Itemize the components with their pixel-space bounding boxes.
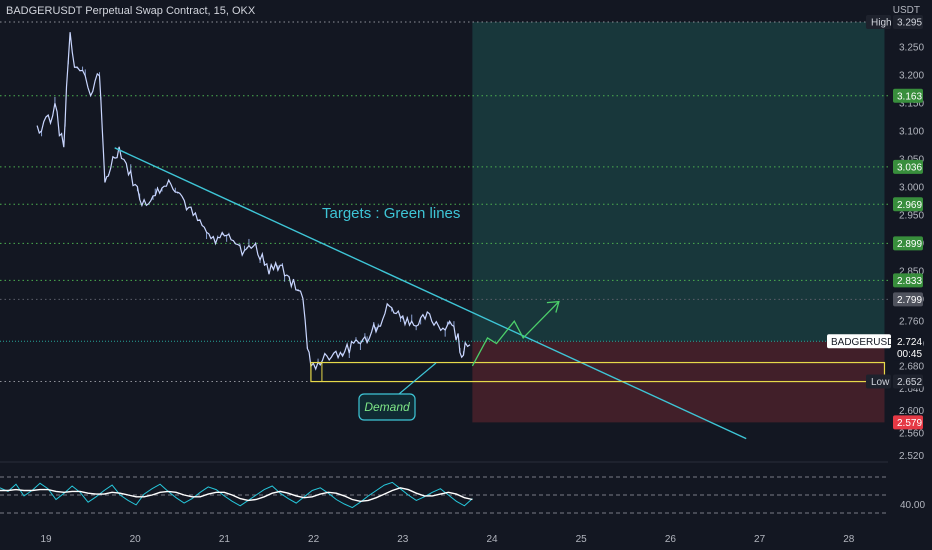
low-price-tag-text: 2.652 [897, 377, 922, 388]
target-price-tag-text: 3.036 [897, 162, 922, 173]
time-tick-label: 19 [40, 534, 52, 545]
drawings: Demand Targets : Green lines [114, 147, 886, 440]
reference-price-tag-text: 2.799 [897, 295, 922, 306]
price-tick-label: 2.680 [899, 361, 924, 372]
horizontal-levels [0, 21, 888, 383]
target-zone [472, 22, 885, 342]
price-tick-label: 2.950 [899, 210, 924, 221]
price-line [36, 32, 471, 371]
trendline [114, 147, 747, 440]
symbol-tag-box [827, 334, 891, 349]
price-series [36, 32, 471, 371]
price-unit-label: USDT [892, 5, 920, 16]
projection-arrowhead [546, 300, 560, 313]
target-price-tag-text: 2.833 [897, 276, 922, 287]
time-tick-label: 21 [219, 534, 231, 545]
price-tick-label: 2.850 [899, 266, 924, 277]
time-tick-label: 26 [665, 534, 677, 545]
target-price-tag-box [893, 88, 923, 103]
price-tick-label: 3.200 [899, 71, 924, 82]
price-tags: High 3.295 3.163 3.036 2.969 2.899 2.833 2.799 L… [827, 15, 923, 430]
high-label-box [866, 15, 891, 29]
price-tick-label: 3.150 [899, 99, 924, 110]
current-price-tag-text: 2.724 [897, 337, 922, 348]
stop-price-tag-text: 2.579 [897, 418, 922, 429]
target-price-tag-box [893, 273, 923, 288]
demand-callout-pointer [398, 362, 437, 395]
target-price-tag-text: 2.899 [897, 239, 922, 250]
reference-price-tag-box [893, 292, 923, 307]
oscillator-tick-label: 40.00 [900, 500, 925, 511]
oscillator-signal-line [0, 487, 473, 503]
price-tick-label: 3.250 [899, 43, 924, 54]
time-tick-label: 24 [486, 534, 498, 545]
low-label-text: Low [871, 377, 890, 388]
price-axis: 3.2503.2003.1503.1003.0503.0002.9502.900… [899, 43, 924, 462]
target-zone-box [472, 22, 885, 342]
stop-price-tag-box [893, 415, 923, 430]
time-tick-label: 27 [754, 534, 766, 545]
high-label-text: High [871, 18, 892, 29]
demand-callout-box [358, 393, 416, 421]
low-price-tag-box [893, 374, 923, 389]
target-price-tag-box [893, 236, 923, 251]
symbol-tag-text: BADGERUSDT.P [831, 337, 909, 348]
low-label-box [866, 374, 891, 389]
high-price-tag-box [893, 15, 923, 29]
time-axis: 19 20 21 22 23 24 25 26 27 28 [40, 534, 854, 545]
price-tick-label: 2.760 [899, 317, 924, 328]
price-tick-label: 2.640 [899, 384, 924, 395]
price-tick-label: 2.600 [899, 406, 924, 417]
time-tick-label: 23 [397, 534, 409, 545]
projection-path [471, 301, 560, 367]
target-price-tag-box [893, 159, 923, 174]
target-price-tag-box [893, 197, 923, 212]
price-tick-label: 2.520 [899, 451, 924, 462]
countdown-text: 00:45 [897, 349, 922, 360]
demand-zone-box [310, 361, 886, 383]
demand-label: Demand [364, 400, 410, 414]
price-tick-label: 3.000 [899, 182, 924, 193]
oscillator-panel: 40.00 [0, 461, 925, 514]
price-tick-label: 3.100 [899, 127, 924, 138]
target-price-tag-text: 2.969 [897, 200, 922, 211]
time-tick-label: 28 [843, 534, 855, 545]
time-tick-label: 20 [130, 534, 142, 545]
time-tick-label: 22 [308, 534, 320, 545]
chart-title: BADGERUSDT Perpetual Swap Contract, 15, … [6, 5, 256, 17]
high-price-tag-text: 3.295 [897, 18, 922, 29]
price-tick-label: 2.560 [899, 429, 924, 440]
current-price-tag-box [893, 334, 923, 361]
time-tick-label: 25 [576, 534, 588, 545]
target-price-tag-text: 3.163 [897, 91, 922, 102]
targets-annotation: Targets : Green lines [322, 205, 460, 222]
